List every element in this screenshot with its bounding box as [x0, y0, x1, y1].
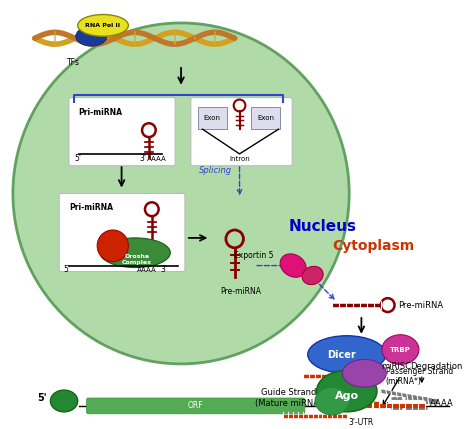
FancyBboxPatch shape — [251, 107, 281, 129]
Text: Exon: Exon — [257, 115, 274, 121]
Text: Guide Strand
(Mature miRNA): Guide Strand (Mature miRNA) — [255, 389, 322, 408]
Ellipse shape — [100, 238, 170, 268]
FancyBboxPatch shape — [198, 107, 227, 129]
Text: TFs: TFs — [67, 58, 80, 67]
Ellipse shape — [13, 23, 349, 364]
Text: miRISC: miRISC — [381, 362, 411, 371]
Text: Cytoplasm: Cytoplasm — [332, 239, 414, 253]
FancyBboxPatch shape — [191, 97, 292, 166]
Ellipse shape — [50, 390, 78, 412]
Ellipse shape — [280, 254, 306, 277]
Text: 5': 5' — [38, 393, 47, 403]
Text: AAAA: AAAA — [147, 156, 167, 162]
Text: 5': 5' — [75, 154, 82, 163]
Ellipse shape — [315, 387, 349, 415]
Text: Drosha
Complex: Drosha Complex — [122, 254, 152, 265]
FancyBboxPatch shape — [59, 193, 185, 272]
Text: Exportin 5: Exportin 5 — [234, 251, 273, 260]
Text: Ago: Ago — [335, 391, 359, 401]
Ellipse shape — [308, 336, 386, 373]
Ellipse shape — [342, 360, 386, 387]
Text: Pri-miRNA: Pri-miRNA — [69, 203, 113, 212]
Text: AAAA: AAAA — [137, 266, 157, 272]
FancyBboxPatch shape — [86, 398, 305, 414]
Text: Splicing: Splicing — [199, 166, 232, 175]
FancyBboxPatch shape — [69, 97, 175, 166]
Text: 3'-UTR: 3'-UTR — [349, 418, 374, 427]
Text: Intron: Intron — [229, 156, 250, 162]
Text: 3': 3' — [161, 265, 168, 274]
Text: TRBP: TRBP — [390, 347, 411, 353]
Text: 3': 3' — [139, 154, 146, 163]
Ellipse shape — [78, 15, 128, 36]
Text: Pre-miRNA: Pre-miRNA — [220, 287, 261, 296]
Text: RNA Pol II: RNA Pol II — [85, 23, 120, 28]
Text: AAAA: AAAA — [429, 399, 454, 408]
Circle shape — [97, 230, 128, 262]
Text: Pre-miRNA: Pre-miRNA — [399, 301, 444, 310]
Ellipse shape — [302, 266, 323, 284]
Text: 5': 5' — [63, 265, 70, 274]
Text: Exon: Exon — [204, 115, 221, 121]
Text: Passenger Strand
(miRNA*): Passenger Strand (miRNA*) — [386, 367, 453, 386]
Text: Pri-miRNA: Pri-miRNA — [79, 108, 123, 117]
Text: Dicer: Dicer — [328, 350, 356, 360]
Text: Nucleus: Nucleus — [288, 218, 356, 233]
Text: Degradation: Degradation — [410, 362, 463, 371]
Ellipse shape — [382, 335, 419, 364]
Ellipse shape — [76, 27, 107, 46]
Ellipse shape — [317, 370, 377, 412]
Text: ORF: ORF — [188, 402, 203, 411]
